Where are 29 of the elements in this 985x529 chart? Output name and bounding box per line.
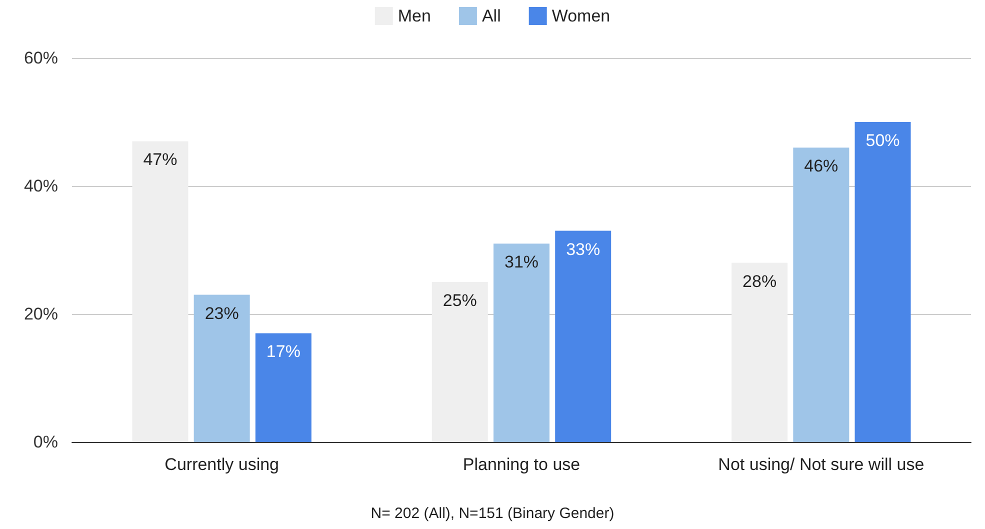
bar [432, 282, 488, 442]
data-label: 28% [742, 272, 777, 291]
data-label: 46% [804, 156, 838, 176]
legend-label: Men [398, 6, 431, 26]
x-tick-label: Not using/ Not sure will use [718, 455, 924, 474]
bar [132, 141, 188, 442]
legend-label: Women [552, 6, 610, 26]
data-label: 17% [266, 342, 300, 362]
data-label: 50% [866, 131, 900, 150]
data-label: 23% [204, 304, 239, 323]
bar [732, 262, 788, 442]
data-label: 33% [566, 240, 600, 259]
bar [255, 333, 312, 442]
text: N= 202 (All), N=151 (Binary Gender) [370, 505, 614, 522]
bar [793, 148, 850, 442]
bar [194, 294, 250, 442]
y-tick-label: 40% [24, 176, 58, 196]
y-tick-label: 20% [24, 304, 58, 324]
x-tick-label: Currently using [164, 455, 279, 474]
data-label: 47% [143, 150, 178, 170]
data-label: 31% [504, 252, 539, 272]
y-tick-label: 0% [33, 432, 58, 452]
y-tick-label: 60% [24, 48, 58, 68]
bar [555, 230, 612, 442]
x-tick-label: Planning to use [462, 455, 580, 474]
bar [494, 244, 550, 442]
data-label: 25% [442, 291, 477, 310]
bar [854, 122, 911, 442]
legend-label: All [482, 6, 501, 26]
